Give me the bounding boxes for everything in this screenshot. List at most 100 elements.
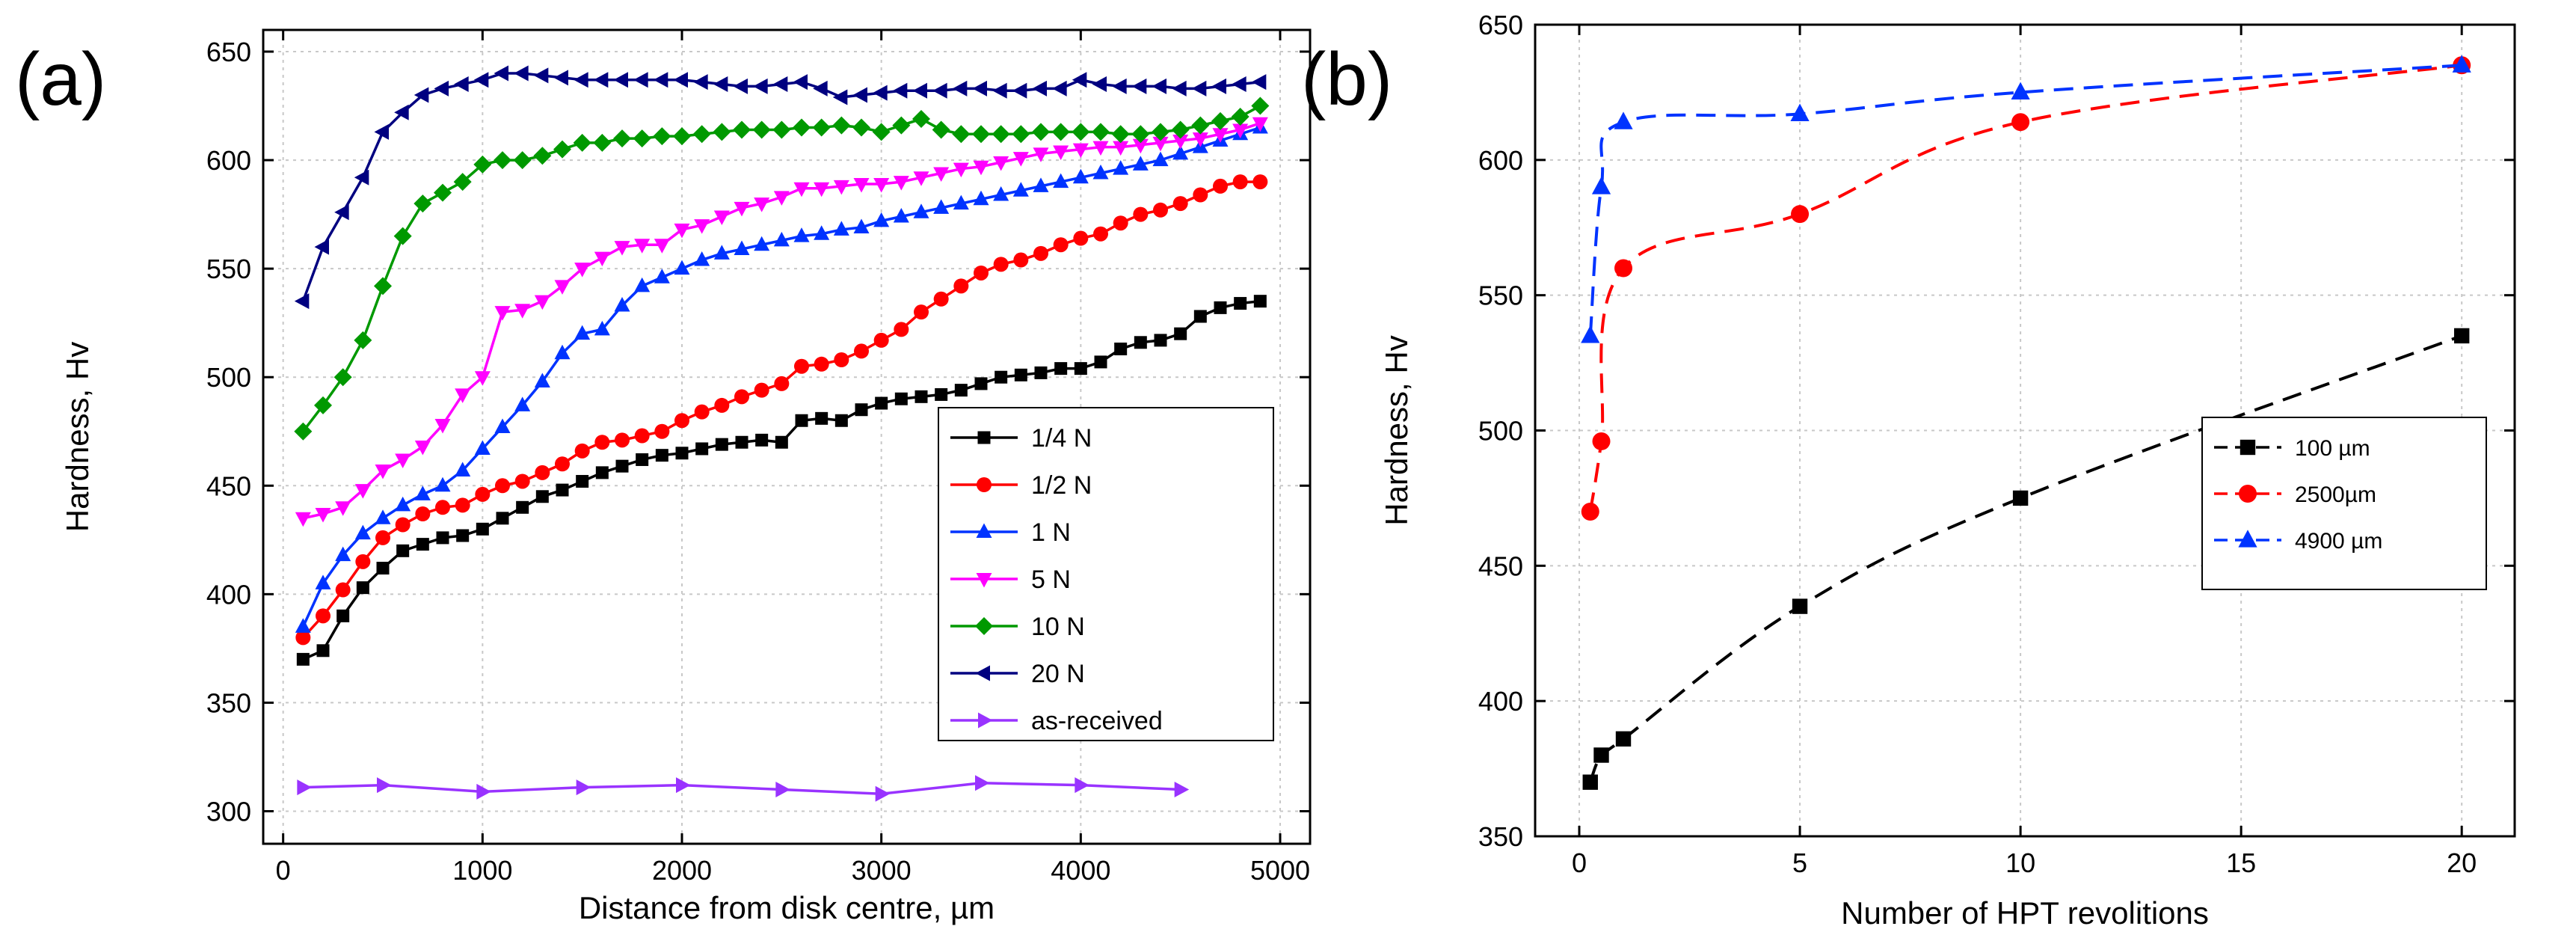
legend-label: 2500µm <box>2295 482 2376 507</box>
data-point-20-n <box>693 74 708 91</box>
data-point-1-2-n <box>1172 196 1188 212</box>
data-point-5-n <box>1053 145 1069 160</box>
data-point-100-m <box>2012 490 2029 506</box>
legend-box <box>938 407 1274 741</box>
data-point-5-n <box>814 182 830 197</box>
data-point-1-4-n <box>675 447 689 460</box>
data-point-1-n <box>873 212 890 227</box>
x-tick-label: 15 <box>2226 848 2256 878</box>
legend-item-1-4-n: 1/4 N <box>950 424 1092 453</box>
data-point-5-n <box>335 501 351 516</box>
data-point-10-n <box>1211 111 1229 130</box>
gridlines <box>263 30 1310 844</box>
data-point-20-n <box>1092 76 1107 93</box>
y-tick-label: 650 <box>206 37 251 67</box>
data-point-5-n <box>1232 123 1249 138</box>
data-point-5-n <box>713 210 730 226</box>
data-point-1-2-n <box>754 382 769 398</box>
data-point-20-n <box>992 82 1007 99</box>
data-point-20-n <box>374 123 389 140</box>
data-point-1-n <box>354 524 371 540</box>
legend-item-4900-m: 4900 µm <box>2214 529 2382 554</box>
data-point-5-n <box>853 177 870 193</box>
ticks: 0 5 10 15 20 350 400 450 500 550 600 650 <box>1478 10 2515 878</box>
y-tick-label: 450 <box>1478 551 1523 581</box>
legend: 1/4 N 1/2 N 1 N 5 N 10 N 20 N as-received <box>938 407 1274 741</box>
data-point-as-received <box>1174 781 1190 797</box>
data-point-1-4-n <box>995 370 1008 384</box>
data-point-1-2-n <box>1193 187 1208 203</box>
data-point-5-n <box>614 241 630 256</box>
data-point-1-2-n <box>993 257 1009 272</box>
data-point-5-n <box>953 162 969 178</box>
x-tick-label: 4000 <box>1051 855 1110 886</box>
data-point-1-n <box>953 194 969 210</box>
data-point-5-n <box>913 171 929 186</box>
legend-marker-10-n <box>975 617 993 635</box>
data-point-20-n <box>574 72 588 88</box>
data-point-1-4-n <box>316 644 330 658</box>
legend-item-1-2-n: 1/2 N <box>950 471 1092 500</box>
data-point-10-n <box>892 116 911 135</box>
data-point-1-2-n <box>295 630 311 646</box>
data-point-20-n <box>1131 78 1147 94</box>
data-point-10-n <box>314 396 332 414</box>
data-point-10-n <box>1092 123 1110 141</box>
data-point-5-n <box>1252 117 1268 132</box>
legend-marker-4900-m <box>2238 530 2257 548</box>
legend-marker-5-n <box>976 573 992 588</box>
data-point-1-n <box>474 440 491 455</box>
data-point-5-n <box>833 180 849 195</box>
data-point-10-n <box>673 127 691 146</box>
data-point-1-2-n <box>894 322 909 337</box>
legend-item-2500-m: 2500µm <box>2214 482 2376 507</box>
data-point-4900-m <box>2452 55 2471 73</box>
data-point-1-n <box>853 218 870 234</box>
data-point-1-4-n <box>795 414 808 427</box>
y-tick-label: 450 <box>206 471 251 501</box>
data-point-1-4-n <box>1114 342 1128 355</box>
data-point-1-n <box>713 245 730 260</box>
data-point-1-2-n <box>873 332 889 348</box>
data-point-1-4-n <box>576 474 589 488</box>
series-1-2-n <box>295 174 1268 646</box>
data-point-10-n <box>992 125 1010 144</box>
data-point-4900-m <box>2011 82 2030 100</box>
x-tick-label: 5 <box>1792 848 1807 878</box>
data-point-20-n <box>1032 80 1047 96</box>
data-point-20-n <box>733 78 748 94</box>
x-tick-label: 3000 <box>852 855 912 886</box>
data-point-1-4-n <box>1054 362 1068 376</box>
data-point-1-4-n <box>1134 336 1147 349</box>
legend-marker-as-received <box>978 712 993 729</box>
data-point-20-n <box>952 80 968 96</box>
data-point-1-4-n <box>396 544 410 557</box>
data-point-10-n <box>333 368 352 387</box>
y-tick-label: 300 <box>206 796 251 827</box>
data-point-5-n <box>494 306 511 321</box>
data-point-1-2-n <box>495 478 510 494</box>
data-point-1-4-n <box>815 411 829 425</box>
data-point-1-2-n <box>674 413 689 429</box>
data-point-1-4-n <box>636 453 649 466</box>
data-point-1-n <box>933 199 950 214</box>
panel-label: (b) <box>1301 37 1392 121</box>
series-10-n <box>294 96 1270 441</box>
data-point-as-received <box>775 781 790 797</box>
data-point-1-4-n <box>1193 310 1207 323</box>
data-point-1-n <box>534 373 550 388</box>
data-point-1-4-n <box>1174 327 1187 340</box>
data-point-10-n <box>752 120 771 139</box>
data-point-1-n <box>913 203 929 218</box>
data-point-10-n <box>1191 116 1210 135</box>
data-point-20-n <box>1251 74 1267 91</box>
data-point-100-m <box>1582 774 1598 790</box>
data-point-20-n <box>713 76 728 93</box>
data-point-20-n <box>414 87 429 103</box>
data-point-5-n <box>574 263 591 278</box>
data-point-100-m <box>1593 747 1609 763</box>
data-point-1-4-n <box>416 538 429 551</box>
data-point-1-4-n <box>894 392 908 405</box>
series-line-4900-m <box>1588 64 2462 337</box>
data-point-1-4-n <box>556 483 569 497</box>
